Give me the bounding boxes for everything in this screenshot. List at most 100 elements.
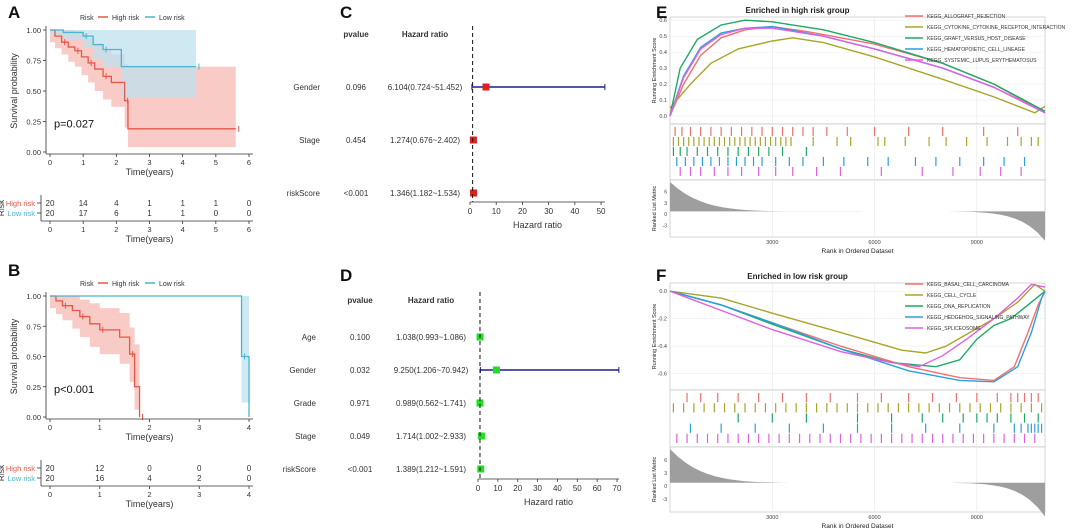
metric-tick-label: 6 bbox=[664, 458, 667, 464]
risk-count: 20 bbox=[46, 474, 55, 483]
hr-marker bbox=[476, 399, 484, 407]
legend-label: KEGG_HEDGEHOG_SIGNALING_PATHWAY bbox=[927, 315, 1030, 321]
row-hr-text: 6.104(0.724~51.452) bbox=[388, 83, 463, 92]
es-curve bbox=[669, 19, 1046, 117]
es-tick-label: 0.5 bbox=[659, 34, 667, 40]
y-tick-label: 1.00 bbox=[26, 26, 41, 35]
risk-row-label: Low risk bbox=[7, 209, 35, 218]
x-tick-label: 3000 bbox=[766, 515, 778, 521]
risk-count: 2 bbox=[197, 474, 202, 483]
x-axis-label: Rank in Ordered Dataset bbox=[822, 248, 894, 255]
p-value-label: p<0.001 bbox=[54, 384, 94, 396]
es-curve bbox=[669, 283, 1046, 354]
risk-x-tick-label: 6 bbox=[247, 225, 251, 234]
risk-count: 1 bbox=[147, 199, 152, 208]
row-label: riskScore bbox=[283, 465, 317, 474]
metric-tick-label: 3 bbox=[664, 201, 667, 207]
y-tick-label: 0.00 bbox=[26, 413, 41, 422]
row-hr-text: 1.038(0.993~1.086) bbox=[396, 333, 466, 342]
legend-label: KEGG_DNA_REPLICATION bbox=[927, 304, 991, 310]
x-tick-label: 3 bbox=[147, 158, 151, 167]
x-tick-label: 30 bbox=[533, 484, 542, 493]
x-axis-label: Time(years) bbox=[126, 167, 174, 177]
metric-frame bbox=[669, 446, 1046, 513]
col-header-pvalue: pvalue bbox=[347, 296, 373, 305]
risk-table-ylabel: Risk bbox=[0, 464, 6, 481]
row-label: Stage bbox=[295, 432, 316, 441]
x-tick-label: 0 bbox=[476, 484, 481, 493]
risk-x-tick-label: 1 bbox=[81, 225, 85, 234]
x-tick-label: 3 bbox=[197, 423, 201, 432]
x-tick-label: 70 bbox=[613, 484, 622, 493]
metric-tick-label: 0 bbox=[664, 212, 667, 218]
risk-x-tick-label: 4 bbox=[247, 490, 251, 499]
x-tick-label: 1 bbox=[81, 158, 85, 167]
legend-label: KEGG_CYTOKINE_CYTOKINE_RECEPTOR_INTERACT… bbox=[927, 25, 1065, 31]
risk-x-tick-label: 0 bbox=[48, 225, 52, 234]
es-tick-label: 0.4 bbox=[659, 50, 667, 56]
hr-marker bbox=[482, 83, 490, 91]
es-curve bbox=[669, 27, 1046, 117]
es-axis-label: Running Enrichment Score bbox=[652, 304, 658, 370]
risk-count: 6 bbox=[114, 209, 119, 218]
x-axis-label: Rank in Ordered Dataset bbox=[822, 523, 894, 529]
row-hr-text: 9.250(1.206~70.942) bbox=[394, 366, 469, 375]
x-tick-label: 4 bbox=[181, 158, 185, 167]
x-tick-label: 1 bbox=[98, 423, 102, 432]
x-tick-label: 30 bbox=[544, 207, 553, 216]
legend-title: Risk bbox=[80, 281, 94, 288]
y-tick-label: 0.50 bbox=[26, 87, 41, 96]
panel-letter-C: C bbox=[340, 3, 352, 22]
survival-curve-low bbox=[50, 295, 250, 417]
legend-label: KEGG_CELL_CYCLE bbox=[927, 293, 977, 299]
risk-x-tick-label: 3 bbox=[197, 490, 201, 499]
x-tick-label: 2 bbox=[147, 423, 151, 432]
row-label: Gender bbox=[289, 366, 316, 375]
hr-marker bbox=[469, 136, 477, 144]
p-value-label: p=0.027 bbox=[54, 119, 94, 131]
metric-tick-label: -3 bbox=[663, 224, 668, 230]
row-pvalue: 0.096 bbox=[346, 83, 367, 92]
risk-count: 0 bbox=[247, 474, 252, 483]
risk-count: 0 bbox=[247, 464, 252, 473]
forest-plot-C: pvalue Hazard ratio Gender 0.096 6.104(0.724… bbox=[287, 26, 606, 230]
gsea-plot-F: 0.0 -0.2 -0.4 -0.6 Enriched in low risk grou… bbox=[652, 272, 1046, 529]
y-tick-label: 0.25 bbox=[26, 118, 41, 127]
x-tick-label: 20 bbox=[518, 207, 527, 216]
legend-label-low: Low risk bbox=[159, 281, 185, 288]
metric-axis-label: Ranked List Metric bbox=[652, 456, 658, 502]
es-tick-label: 0.1 bbox=[659, 98, 667, 104]
risk-count: 20 bbox=[46, 464, 55, 473]
x-axis-label: Hazard ratio bbox=[524, 497, 573, 507]
risk-x-tick-label: 3 bbox=[147, 225, 151, 234]
row-label: Stage bbox=[299, 136, 320, 145]
es-curve bbox=[669, 290, 1046, 383]
row-label: Gender bbox=[293, 83, 320, 92]
metric-frame bbox=[669, 179, 1046, 238]
risk-count: 1 bbox=[180, 209, 185, 218]
legend-label: KEGG_SYSTEMIC_LUPUS_ERYTHEMATOSUS bbox=[927, 58, 1037, 64]
risk-count: 1 bbox=[214, 199, 219, 208]
risk-count: 20 bbox=[46, 209, 55, 218]
row-pvalue: 0.100 bbox=[350, 333, 371, 342]
risk-x-tick-label: 1 bbox=[98, 490, 102, 499]
x-tick-label: 6000 bbox=[868, 240, 880, 246]
x-tick-label: 10 bbox=[493, 484, 502, 493]
y-axis-label: Survival probability bbox=[9, 53, 19, 129]
risk-count: 1 bbox=[180, 199, 185, 208]
risk-count: 14 bbox=[79, 199, 88, 208]
es-tick-label: 0.6 bbox=[659, 18, 667, 24]
y-tick-label: 0.00 bbox=[26, 148, 41, 157]
hr-marker bbox=[477, 465, 485, 473]
col-header-hr: Hazard ratio bbox=[402, 30, 448, 39]
x-tick-label: 10 bbox=[492, 207, 501, 216]
survival-curve-high bbox=[50, 29, 236, 130]
x-tick-label: 6 bbox=[247, 158, 251, 167]
row-hr-text: 1.274(0.676~2.402) bbox=[390, 136, 460, 145]
row-pvalue: <0.001 bbox=[344, 189, 369, 198]
es-curve bbox=[669, 290, 1046, 368]
es-tick-label: 0.0 bbox=[659, 114, 667, 120]
es-curve bbox=[669, 283, 1046, 368]
col-header-pvalue: pvalue bbox=[343, 30, 369, 39]
risk-count: 0 bbox=[197, 464, 202, 473]
